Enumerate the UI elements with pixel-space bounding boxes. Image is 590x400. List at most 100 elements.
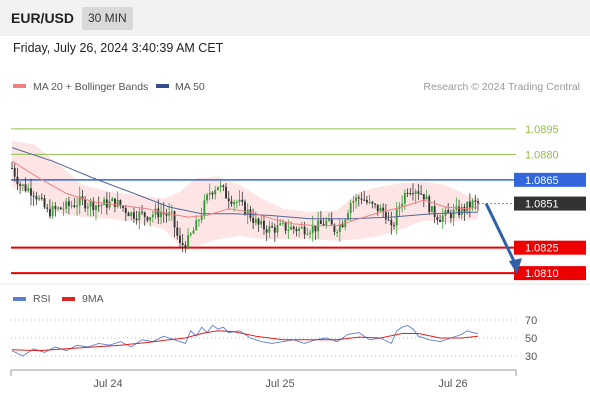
- candle-body: [395, 208, 398, 226]
- candle-body: [32, 195, 35, 197]
- candle-body: [268, 226, 271, 233]
- rsi-tick-label: 50: [525, 333, 537, 345]
- candle-body: [48, 208, 51, 217]
- candle-body: [149, 217, 152, 221]
- candle-body: [214, 190, 217, 195]
- rsi-plot: 70 50 30: [11, 315, 537, 363]
- candle-body: [141, 211, 143, 213]
- resistance-label: 1.0895: [525, 124, 559, 136]
- candle-body: [325, 220, 328, 226]
- candle-body: [65, 201, 68, 209]
- candle-body: [474, 200, 477, 202]
- candle-body: [192, 230, 195, 234]
- candle-body: [233, 202, 236, 205]
- candle-body: [471, 200, 474, 208]
- candle-body: [452, 209, 455, 219]
- candle-body: [222, 185, 225, 187]
- candle-body: [43, 198, 46, 208]
- ma50-legend-swatch: [156, 84, 169, 88]
- candle-body: [127, 212, 130, 217]
- candle-body: [119, 199, 122, 206]
- candle-body: [276, 224, 279, 233]
- candle-body: [116, 199, 119, 207]
- candle-body: [11, 167, 13, 169]
- candle-body: [241, 199, 244, 202]
- projection-arrow-head: [508, 258, 522, 275]
- candle-body: [235, 201, 238, 203]
- candle-body: [203, 200, 206, 216]
- candle-body: [184, 244, 187, 248]
- candle-body: [412, 193, 414, 195]
- ma9-legend-label: 9MA: [82, 293, 104, 305]
- candle-body: [170, 211, 173, 213]
- rsi-legend-swatch: [13, 297, 26, 301]
- candle-body: [219, 185, 222, 187]
- candle-body: [460, 206, 463, 216]
- rsi-legend-label: RSI: [33, 293, 51, 305]
- ma9-legend-swatch: [62, 297, 75, 301]
- candle-body: [30, 188, 32, 196]
- candle-body: [13, 168, 16, 177]
- candle-body: [265, 229, 268, 233]
- candle-body: [279, 223, 282, 225]
- candle-body: [21, 184, 24, 186]
- candle-body: [290, 226, 293, 230]
- candle-body: [73, 205, 76, 207]
- candle-body: [333, 224, 336, 233]
- candle-body: [76, 205, 78, 207]
- candle-body: [24, 184, 27, 191]
- rsi-tick-label: 70: [525, 315, 537, 327]
- candle-body: [143, 212, 146, 217]
- rsi-line: [11, 324, 479, 357]
- candle-body: [433, 206, 436, 217]
- candle-body: [122, 205, 125, 208]
- x-tick-label: Jul 25: [265, 378, 294, 390]
- candle-body: [330, 219, 333, 225]
- candle-body: [449, 212, 452, 219]
- current-price-tag: [514, 196, 586, 211]
- candle-body: [365, 200, 368, 203]
- timeframe-badge[interactable]: 30 MIN: [82, 7, 133, 30]
- candle-body: [382, 207, 385, 213]
- candle-body: [84, 199, 87, 209]
- candle-body: [244, 201, 246, 215]
- candle-body: [57, 207, 60, 209]
- candle-body: [271, 226, 274, 228]
- support-label: 1.0825: [525, 243, 559, 255]
- candle-body: [390, 219, 393, 226]
- support-tag: [514, 240, 586, 255]
- candle-body: [249, 209, 252, 219]
- candle-body: [254, 218, 257, 223]
- resistance-label: 1.0880: [525, 149, 559, 161]
- candle-body: [368, 201, 371, 203]
- candle-body: [311, 225, 314, 233]
- candle-body: [78, 196, 81, 206]
- credit-text: Research © 2024 Trading Central: [423, 81, 580, 93]
- candle-body: [319, 220, 322, 224]
- candle-body: [92, 200, 95, 211]
- candle-body: [336, 232, 339, 234]
- candle-body: [338, 224, 341, 233]
- candle-body: [341, 224, 344, 228]
- candle-body: [428, 196, 431, 213]
- candle-body: [160, 212, 162, 218]
- candle-body: [458, 206, 460, 216]
- candle-body: [403, 192, 406, 204]
- candle-body: [306, 234, 309, 236]
- candle-body: [238, 199, 241, 202]
- candle-body: [176, 227, 179, 236]
- instrument-name: EUR/USD: [11, 10, 75, 26]
- candle-body: [211, 192, 214, 195]
- ma20-legend-label: MA 20 + Bollinger Bands: [33, 81, 148, 93]
- candle-body: [425, 196, 428, 200]
- candle-body: [430, 206, 433, 213]
- candle-body: [284, 222, 287, 231]
- candle-body: [70, 205, 73, 207]
- candle-body: [111, 198, 114, 202]
- main-plot: 1.0895 1.0880 1.0865 1.0851 1.0825 1.0810: [11, 124, 586, 281]
- candle-body: [357, 197, 360, 199]
- candle-body: [298, 228, 301, 232]
- candle-body: [376, 204, 379, 212]
- candle-body: [130, 212, 133, 217]
- candle-body: [197, 220, 200, 222]
